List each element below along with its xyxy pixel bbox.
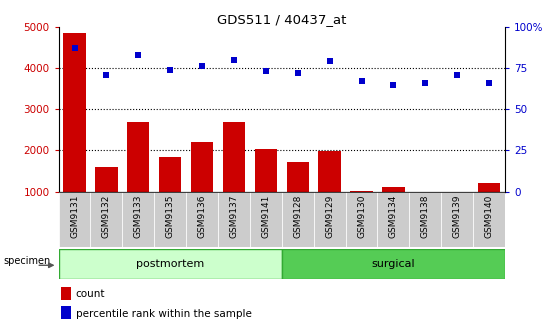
Bar xyxy=(218,192,250,247)
Bar xyxy=(441,192,473,247)
Bar xyxy=(282,249,505,279)
Bar xyxy=(478,183,500,233)
Bar xyxy=(95,167,118,233)
Point xyxy=(134,52,143,57)
Point xyxy=(198,64,206,69)
Text: GSM9134: GSM9134 xyxy=(389,194,398,238)
Point xyxy=(102,72,111,77)
Bar xyxy=(90,192,122,247)
Text: GSM9128: GSM9128 xyxy=(294,194,302,238)
Point xyxy=(421,80,430,86)
Bar xyxy=(59,249,282,279)
Point xyxy=(453,72,461,77)
Bar xyxy=(446,192,468,233)
Point xyxy=(229,57,238,62)
Text: surgical: surgical xyxy=(372,259,415,269)
Text: percentile rank within the sample: percentile rank within the sample xyxy=(75,309,252,319)
Point xyxy=(389,82,398,87)
Point xyxy=(357,79,366,84)
Text: GSM9138: GSM9138 xyxy=(421,194,430,238)
Bar xyxy=(287,162,309,233)
Point xyxy=(294,70,302,76)
Bar xyxy=(61,288,71,300)
Text: GSM9133: GSM9133 xyxy=(134,194,143,238)
Title: GDS511 / 40437_at: GDS511 / 40437_at xyxy=(217,13,347,26)
Point xyxy=(484,80,493,86)
Text: GSM9132: GSM9132 xyxy=(102,194,111,238)
Bar xyxy=(254,149,277,233)
Point xyxy=(166,67,175,72)
Text: GSM9139: GSM9139 xyxy=(453,194,461,238)
Text: count: count xyxy=(75,289,105,299)
Bar xyxy=(314,192,345,247)
Bar xyxy=(382,187,405,233)
Text: GSM9136: GSM9136 xyxy=(198,194,206,238)
Bar xyxy=(122,192,154,247)
Text: GSM9140: GSM9140 xyxy=(484,194,493,238)
Bar xyxy=(61,306,71,319)
Point xyxy=(261,69,270,74)
Bar xyxy=(350,191,373,233)
Bar xyxy=(159,157,181,233)
Bar xyxy=(186,192,218,247)
Bar xyxy=(127,122,150,233)
Bar xyxy=(59,192,90,247)
Bar xyxy=(282,192,314,247)
Bar xyxy=(345,192,377,247)
Bar xyxy=(250,192,282,247)
Point xyxy=(70,46,79,51)
Text: postmortem: postmortem xyxy=(136,259,204,269)
Point xyxy=(325,59,334,64)
Text: GSM9129: GSM9129 xyxy=(325,194,334,238)
Bar xyxy=(191,142,213,233)
Text: specimen: specimen xyxy=(3,256,50,266)
Bar xyxy=(223,122,245,233)
Text: GSM9131: GSM9131 xyxy=(70,194,79,238)
Bar xyxy=(154,192,186,247)
Text: GSM9137: GSM9137 xyxy=(229,194,238,238)
Text: GSM9130: GSM9130 xyxy=(357,194,366,238)
Text: GSM9141: GSM9141 xyxy=(261,194,270,238)
Bar xyxy=(377,192,410,247)
Text: GSM9135: GSM9135 xyxy=(166,194,175,238)
Bar xyxy=(410,192,441,247)
Bar xyxy=(473,192,505,247)
Bar xyxy=(64,33,86,233)
Bar xyxy=(414,192,436,233)
Bar xyxy=(319,151,341,233)
